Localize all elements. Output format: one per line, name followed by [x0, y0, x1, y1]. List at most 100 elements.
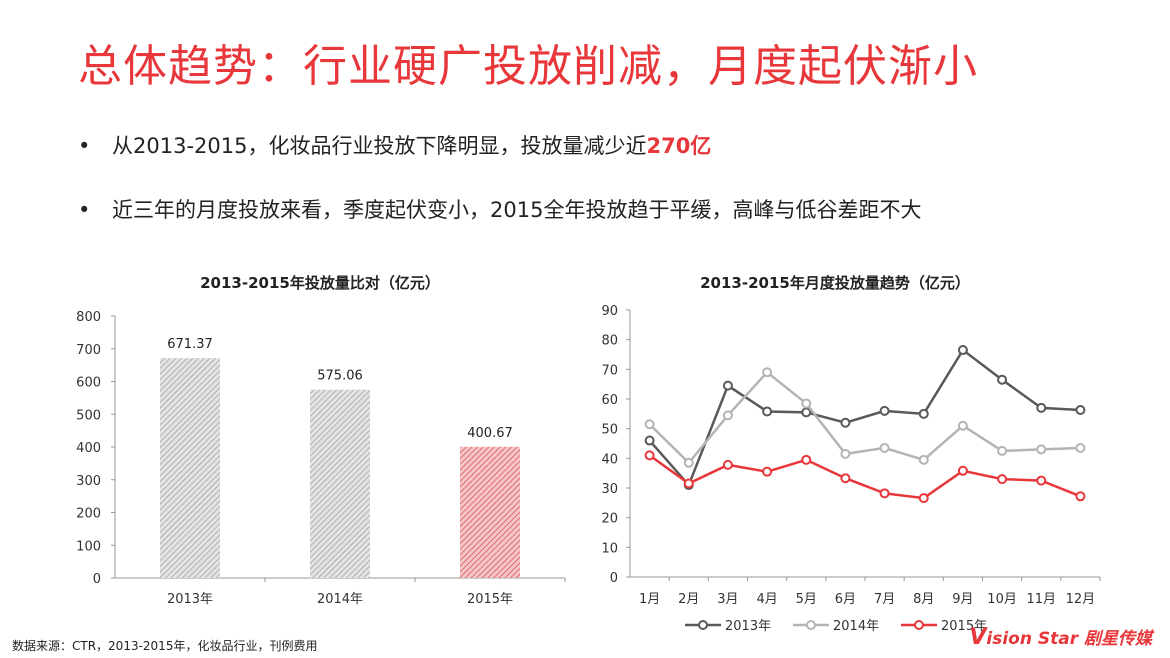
- y-tick-label: 300: [76, 474, 101, 489]
- y-tick-label: 30: [601, 482, 618, 497]
- data-point-2013年: [840, 417, 851, 428]
- data-point-2013年: [957, 345, 968, 356]
- x-tick-label: 2014年: [317, 592, 363, 607]
- data-point-2015年: [918, 493, 929, 504]
- bar-value-label: 400.67: [467, 426, 513, 441]
- series-line-2013年: [648, 348, 1081, 488]
- data-point-2014年: [997, 445, 1008, 456]
- series-line-2015年: [648, 454, 1081, 500]
- legend-marker-2014年: [806, 620, 816, 630]
- data-point-2015年: [762, 466, 773, 477]
- y-tick-label: 10: [601, 541, 618, 556]
- bar-chart: 0 100 200 300 400 500 600 700 800 671.37 2013年 575.…: [76, 310, 566, 607]
- x-tick-label: 1月: [639, 592, 660, 607]
- line-chart-title: 2013-2015年月度投放量趋势（亿元）: [700, 274, 970, 292]
- page-title: 总体趋势：行业硬广投放削减，月度起伏渐小: [78, 41, 978, 92]
- data-point-2015年: [1036, 475, 1047, 486]
- bullet-dot: •: [78, 198, 91, 222]
- bullet-text: 从2013-2015，化妆品行业投放下降明显，投放量减少近270亿: [112, 128, 711, 164]
- data-point-2013年: [1036, 402, 1047, 413]
- x-tick-label: 4月: [756, 592, 777, 607]
- x-tick-label: 2013年: [167, 592, 213, 607]
- data-point-2014年: [1036, 444, 1047, 455]
- y-tick-label: 600: [76, 376, 101, 391]
- logo-text: ision Star 剧星传媒: [986, 629, 1152, 649]
- data-point-2013年: [918, 408, 929, 419]
- x-tick-label: 6月: [835, 592, 856, 607]
- data-point-2014年: [957, 420, 968, 431]
- y-tick-label: 500: [76, 408, 101, 423]
- data-point-2013年: [879, 405, 890, 416]
- bullet-dot: •: [78, 134, 91, 158]
- bullet-highlight: 270亿: [646, 134, 712, 158]
- data-point-2013年: [1075, 404, 1086, 415]
- legend-label: 2015年: [941, 619, 987, 634]
- data-point-2015年: [1075, 491, 1086, 502]
- data-point-2013年: [801, 407, 812, 418]
- x-tick-label: 9月: [952, 592, 973, 607]
- bar-chart-title: 2013-2015年投放量比对（亿元）: [200, 274, 440, 292]
- series-line-2014年: [648, 370, 1081, 465]
- y-tick-label: 80: [601, 334, 618, 349]
- y-tick-label: 700: [76, 343, 101, 358]
- data-point-2013年: [997, 374, 1008, 385]
- line-chart: 0 10 20 30 40 50 60 70 80 90 1月 2月 3月 4月 5月 6月 7月 8月 9月 10月…: [601, 304, 1101, 634]
- bar-2015年: [460, 446, 520, 578]
- data-point-2015年: [997, 474, 1008, 485]
- bar-2014年: [310, 389, 370, 578]
- bar-value-label: 575.06: [317, 369, 363, 384]
- x-tick-label: 10月: [987, 592, 1017, 607]
- data-source-note: 数据来源：CTR，2013-2015年，化妆品行业，刊例费用: [12, 639, 318, 653]
- x-tick-label: 5月: [796, 592, 817, 607]
- bar-2013年: [160, 358, 220, 578]
- data-point-2015年: [722, 459, 733, 470]
- data-point-2014年: [722, 410, 733, 421]
- data-point-2013年: [762, 406, 773, 417]
- y-tick-label: 0: [610, 571, 618, 586]
- logo-mark: V: [969, 625, 987, 650]
- legend-marker-2013年: [698, 620, 708, 630]
- data-point-2013年: [644, 435, 655, 446]
- x-tick-label: 12月: [1066, 592, 1096, 607]
- y-tick-label: 90: [601, 304, 618, 319]
- data-point-2013年: [722, 380, 733, 391]
- y-tick-label: 100: [76, 539, 101, 554]
- data-point-2014年: [644, 419, 655, 430]
- data-point-2015年: [879, 488, 890, 499]
- data-point-2015年: [683, 478, 694, 489]
- x-tick-label: 11月: [1026, 592, 1056, 607]
- data-point-2014年: [918, 454, 929, 465]
- data-point-2014年: [879, 442, 890, 453]
- bullet-text-main: 从2013-2015，化妆品行业投放下降明显，投放量减少近: [112, 134, 647, 158]
- legend-label: 2013年: [725, 619, 771, 634]
- legend-label: 2014年: [833, 619, 879, 634]
- bar-value-label: 671.37: [167, 337, 213, 352]
- bullet-item: • 近三年的月度投放来看，季度起伏变小，2015全年投放趋于平缓，高峰与低谷差距…: [78, 192, 1078, 228]
- x-tick-label: 8月: [913, 592, 934, 607]
- bullet-item: • 从2013-2015，化妆品行业投放下降明显，投放量减少近270亿: [78, 128, 1078, 164]
- x-tick-label: 3月: [717, 592, 738, 607]
- data-point-2014年: [840, 448, 851, 459]
- data-point-2014年: [1075, 442, 1086, 453]
- bullet-text: 近三年的月度投放来看，季度起伏变小，2015全年投放趋于平缓，高峰与低谷差距不大: [112, 198, 922, 222]
- data-point-2015年: [840, 473, 851, 484]
- y-tick-label: 70: [601, 363, 618, 378]
- data-point-2014年: [801, 398, 812, 409]
- x-tick-label: 7月: [874, 592, 895, 607]
- y-tick-label: 60: [601, 393, 618, 408]
- data-point-2015年: [644, 450, 655, 461]
- y-tick-label: 50: [601, 423, 618, 438]
- bullet-list: • 从2013-2015，化妆品行业投放下降明显，投放量减少近270亿 • 近三…: [78, 128, 1078, 256]
- x-tick-label: 2015年: [467, 592, 513, 607]
- y-tick-label: 800: [76, 310, 101, 325]
- data-point-2015年: [957, 465, 968, 476]
- y-tick-label: 400: [76, 441, 101, 456]
- y-tick-label: 40: [601, 452, 618, 467]
- data-point-2014年: [683, 457, 694, 468]
- y-tick-label: 20: [601, 512, 618, 527]
- y-tick-label: 200: [76, 507, 101, 522]
- y-tick-label: 0: [93, 572, 101, 587]
- legend-marker-2015年: [914, 620, 924, 630]
- vision-star-logo: Vision Star 剧星传媒: [969, 624, 1152, 650]
- data-point-2015年: [801, 454, 812, 465]
